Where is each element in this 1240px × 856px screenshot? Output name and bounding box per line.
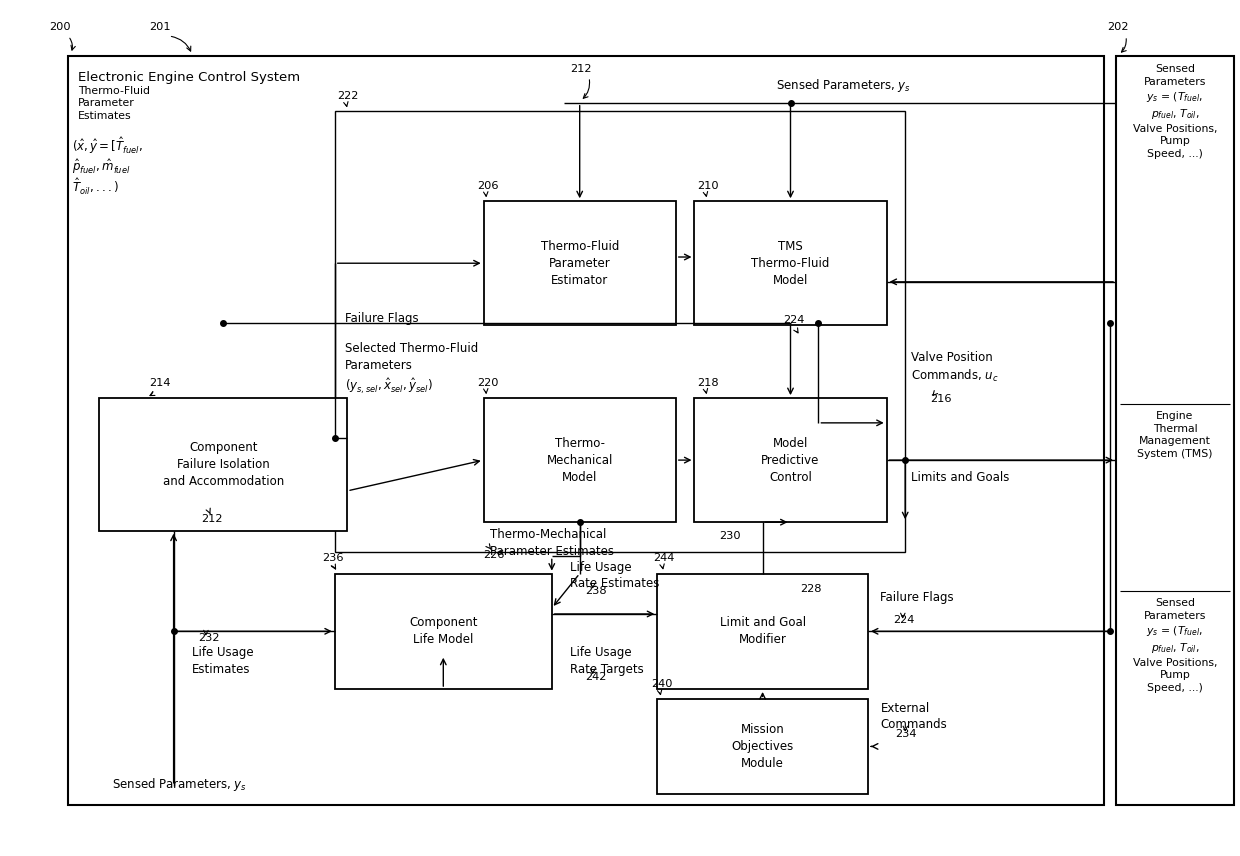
Text: Life Usage
Estimates: Life Usage Estimates bbox=[192, 646, 254, 675]
Text: 244: 244 bbox=[653, 553, 675, 563]
Text: 230: 230 bbox=[719, 531, 740, 541]
Text: Thermo-Fluid
Parameter
Estimates: Thermo-Fluid Parameter Estimates bbox=[78, 86, 150, 122]
Text: Failure Flags: Failure Flags bbox=[880, 591, 954, 603]
Text: 202: 202 bbox=[1107, 22, 1128, 32]
Text: 228: 228 bbox=[800, 584, 821, 594]
Text: Sensed Parameters, $y_s$: Sensed Parameters, $y_s$ bbox=[776, 77, 910, 94]
Text: 240: 240 bbox=[651, 679, 672, 689]
FancyBboxPatch shape bbox=[694, 398, 887, 522]
Text: 226: 226 bbox=[484, 550, 505, 560]
Text: 210: 210 bbox=[697, 181, 718, 191]
Text: 200: 200 bbox=[50, 22, 71, 32]
Text: TMS
Thermo-Fluid
Model: TMS Thermo-Fluid Model bbox=[751, 240, 830, 287]
Text: 216: 216 bbox=[930, 394, 951, 404]
FancyBboxPatch shape bbox=[1116, 56, 1234, 805]
Text: $\hat{p}_{fuel}, \hat{m}_{fuel}$: $\hat{p}_{fuel}, \hat{m}_{fuel}$ bbox=[72, 157, 130, 175]
Text: Life Usage
Rate Estimates: Life Usage Rate Estimates bbox=[570, 561, 660, 590]
Text: Thermo-
Mechanical
Model: Thermo- Mechanical Model bbox=[547, 437, 613, 484]
Text: 242: 242 bbox=[585, 672, 606, 682]
Text: 238: 238 bbox=[585, 586, 606, 597]
Text: 206: 206 bbox=[477, 181, 498, 191]
Text: Engine
Thermal
Management
System (TMS): Engine Thermal Management System (TMS) bbox=[1137, 411, 1213, 459]
Text: 234: 234 bbox=[895, 729, 916, 740]
FancyBboxPatch shape bbox=[484, 201, 676, 325]
Text: 224: 224 bbox=[784, 315, 805, 325]
FancyBboxPatch shape bbox=[484, 398, 676, 522]
Text: $(\hat{x}, \hat{y} = [\hat{T}_{fuel},$: $(\hat{x}, \hat{y} = [\hat{T}_{fuel},$ bbox=[72, 135, 143, 157]
Text: 222: 222 bbox=[337, 91, 358, 101]
FancyBboxPatch shape bbox=[68, 56, 1104, 805]
Text: 224: 224 bbox=[893, 615, 914, 625]
Text: Thermo-Fluid
Parameter
Estimator: Thermo-Fluid Parameter Estimator bbox=[541, 240, 619, 287]
FancyBboxPatch shape bbox=[657, 574, 868, 689]
Text: Component
Life Model: Component Life Model bbox=[409, 616, 477, 646]
Text: Component
Failure Isolation
and Accommodation: Component Failure Isolation and Accommod… bbox=[162, 441, 284, 488]
FancyBboxPatch shape bbox=[335, 574, 552, 689]
Text: Valve Position
Commands, $u_c$: Valve Position Commands, $u_c$ bbox=[911, 351, 999, 384]
FancyBboxPatch shape bbox=[694, 201, 887, 325]
Text: 214: 214 bbox=[149, 377, 170, 388]
Text: External
Commands: External Commands bbox=[880, 702, 947, 731]
Text: Selected Thermo-Fluid
Parameters
$(y_{s,sel}, \hat{x}_{sel}, \hat{y}_{sel})$: Selected Thermo-Fluid Parameters $(y_{s,… bbox=[345, 342, 477, 396]
Text: Thermo-Mechanical
Parameter Estimates: Thermo-Mechanical Parameter Estimates bbox=[490, 528, 614, 557]
Text: Failure Flags: Failure Flags bbox=[345, 312, 418, 325]
Text: 218: 218 bbox=[697, 377, 718, 388]
Text: Sensed Parameters, $y_s$: Sensed Parameters, $y_s$ bbox=[112, 776, 247, 793]
Text: Sensed
Parameters
$y_s$ = ($T_{fuel}$,
$p_{fuel}$, $T_{oil}$,
Valve Positions,
P: Sensed Parameters $y_s$ = ($T_{fuel}$, $… bbox=[1132, 64, 1218, 159]
Text: Electronic Engine Control System: Electronic Engine Control System bbox=[78, 71, 300, 84]
Text: Limit and Goal
Modifier: Limit and Goal Modifier bbox=[719, 616, 806, 646]
Text: Limits and Goals: Limits and Goals bbox=[911, 471, 1009, 484]
Text: 201: 201 bbox=[149, 22, 170, 32]
Text: 212: 212 bbox=[201, 514, 222, 524]
Text: Sensed
Parameters
$y_s$ = ($T_{fuel}$,
$p_{fuel}$, $T_{oil}$,
Valve Positions,
P: Sensed Parameters $y_s$ = ($T_{fuel}$, $… bbox=[1132, 598, 1218, 693]
Text: Life Usage
Rate Targets: Life Usage Rate Targets bbox=[570, 646, 644, 675]
Text: 212: 212 bbox=[570, 64, 591, 74]
FancyBboxPatch shape bbox=[99, 398, 347, 531]
Text: Mission
Objectives
Module: Mission Objectives Module bbox=[732, 723, 794, 770]
Text: 232: 232 bbox=[198, 633, 219, 644]
Text: $\hat{T}_{oil}, ...)$: $\hat{T}_{oil}, ...)$ bbox=[72, 177, 119, 197]
Text: Model
Predictive
Control: Model Predictive Control bbox=[761, 437, 820, 484]
FancyBboxPatch shape bbox=[657, 699, 868, 794]
Text: 220: 220 bbox=[477, 377, 498, 388]
Text: 236: 236 bbox=[322, 553, 343, 563]
